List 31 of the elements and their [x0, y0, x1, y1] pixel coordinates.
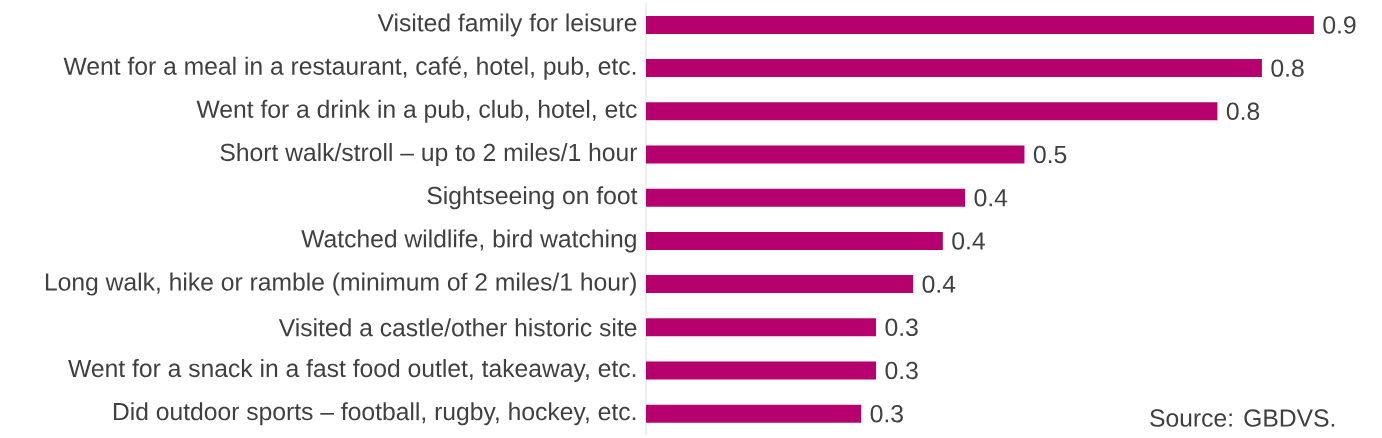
bar	[645, 361, 877, 380]
y-tick-label: Went for a snack in a fast food outlet, takeaway, etc.	[68, 359, 636, 383]
y-tick-label: Did outdoor sports – football, rugby, hockey, etc.	[113, 402, 636, 426]
y-tick-label: Went for a drink in a pub, club, hotel, etc	[196, 99, 637, 123]
data-label: 0.3	[870, 404, 903, 423]
data-label: 0.9	[1323, 16, 1356, 34]
data-label: 0.3	[885, 361, 918, 380]
y-tick-label: Watched wildlife, bird watching	[301, 229, 636, 253]
bar	[645, 15, 1314, 34]
data-label: 0.4	[952, 232, 985, 250]
data-label: 0.4	[974, 188, 1008, 207]
y-tick-label: Went for a meal in a restaurant, café, hotel, pub, etc.	[63, 56, 636, 80]
y-tick-label: Sightseeing on foot	[427, 186, 638, 210]
bar	[645, 318, 877, 337]
data-label: 0.5	[1033, 145, 1067, 164]
bar	[645, 102, 1218, 121]
y-tick-label: Visited a castle/other historic site	[278, 318, 637, 337]
data-label: 0.3	[885, 318, 918, 337]
y-tick-label: Long walk, hike or ramble (minimum of 2 miles/1 hour)	[45, 272, 636, 296]
annotation: Source: GBDVS.	[1150, 409, 1335, 427]
y-tick-label: Short walk/stroll – up to 2 miles/1 hour	[220, 143, 638, 167]
bar	[645, 231, 943, 250]
bar	[645, 59, 1262, 78]
data-label: 0.4	[922, 275, 956, 293]
data-label: 0.8	[1271, 59, 1304, 77]
data-label: 0.8	[1226, 102, 1260, 121]
bar	[645, 404, 862, 423]
y-tick-label: Visited family for leisure	[377, 13, 637, 37]
bar	[645, 145, 1025, 164]
bar	[645, 188, 966, 207]
bar	[645, 275, 914, 294]
